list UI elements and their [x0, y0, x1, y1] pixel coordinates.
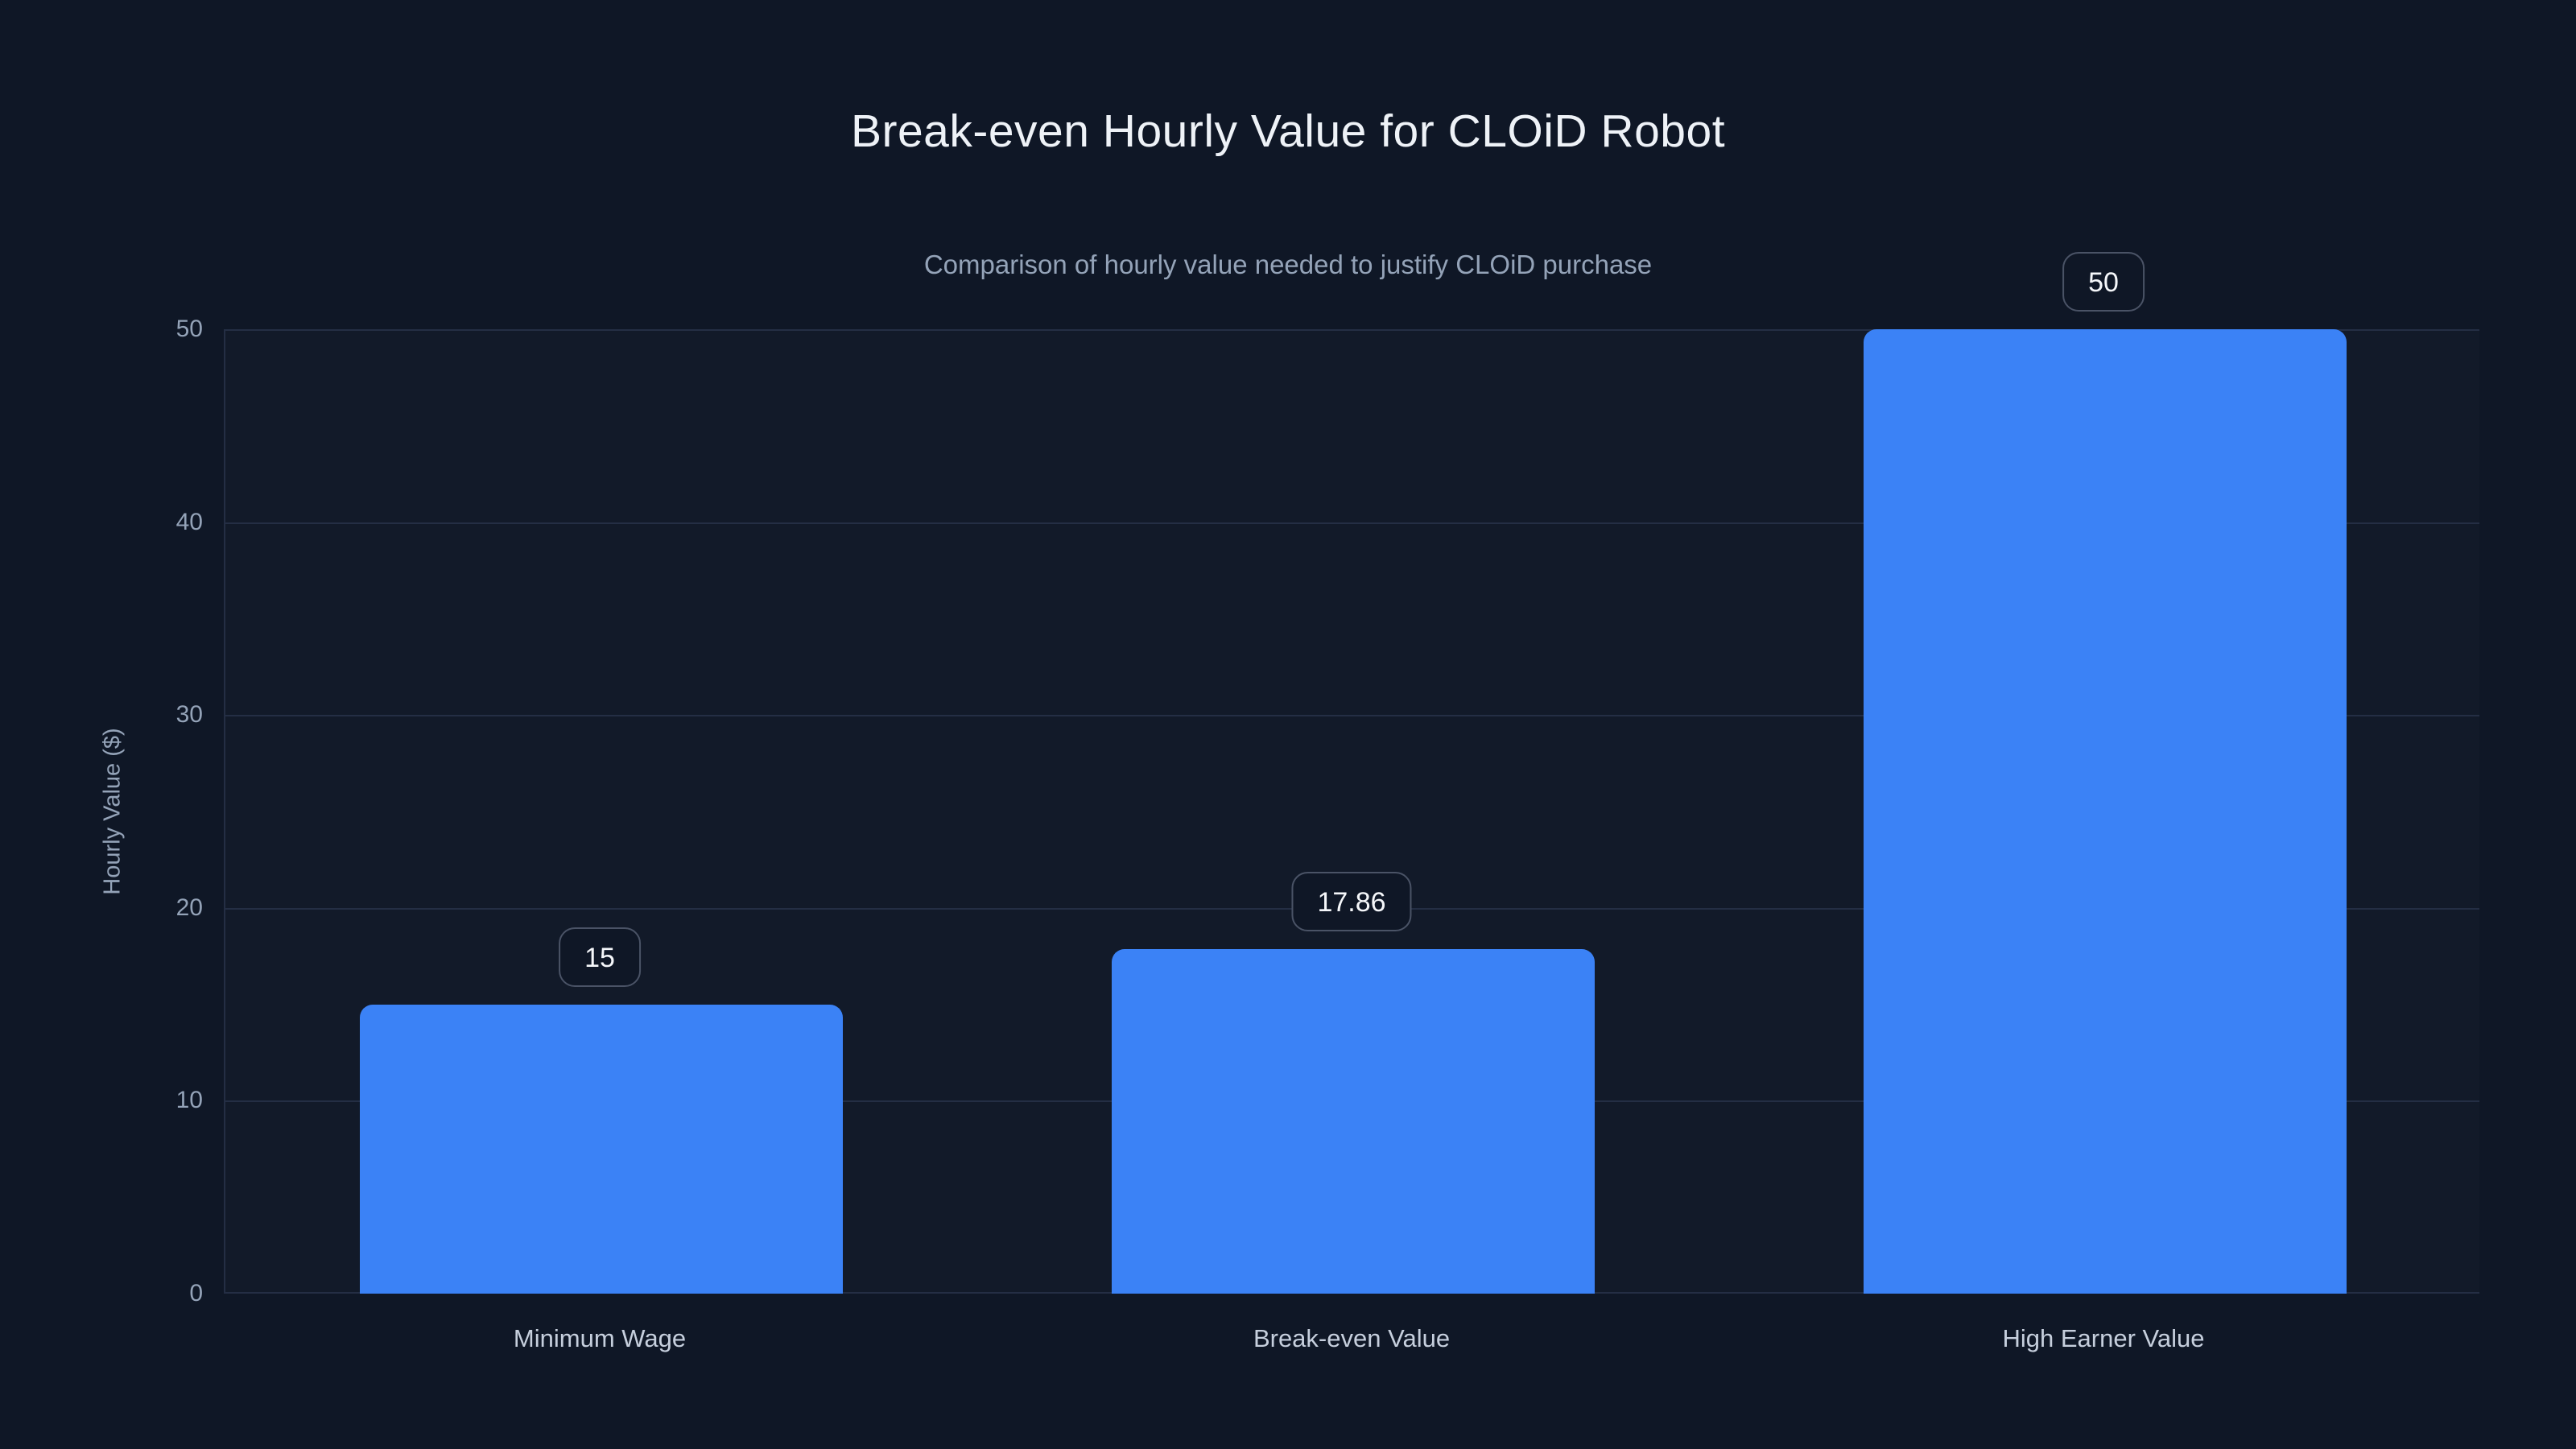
x-category-label: Break-even Value: [1253, 1324, 1451, 1352]
value-badge: 15: [559, 927, 641, 987]
y-axis-title: Hourly Value ($): [99, 728, 126, 895]
plot-area: [224, 329, 2479, 1294]
y-tick-label: 20: [175, 894, 203, 921]
gridline: [225, 522, 2479, 524]
y-tick-label: 30: [175, 701, 203, 729]
x-category-label: High Earner Value: [2002, 1324, 2205, 1352]
chart-title: Break-even Hourly Value for CLOiD Robot: [850, 105, 1726, 157]
gridline: [225, 715, 2479, 717]
chart-subtitle: Comparison of hourly value needed to jus…: [923, 250, 1653, 279]
value-badge: 50: [2062, 252, 2145, 312]
gridline: [225, 329, 2479, 331]
value-badge: 17.86: [1291, 872, 1412, 932]
bar[interactable]: [1112, 949, 1595, 1294]
bar[interactable]: [360, 1004, 843, 1294]
x-category-label: Minimum Wage: [513, 1324, 687, 1352]
bar[interactable]: [1864, 329, 2347, 1294]
y-tick-label: 40: [175, 508, 203, 535]
y-tick-label: 50: [175, 316, 203, 342]
y-tick-label: 10: [175, 1087, 203, 1114]
y-tick-label: 0: [189, 1280, 203, 1307]
